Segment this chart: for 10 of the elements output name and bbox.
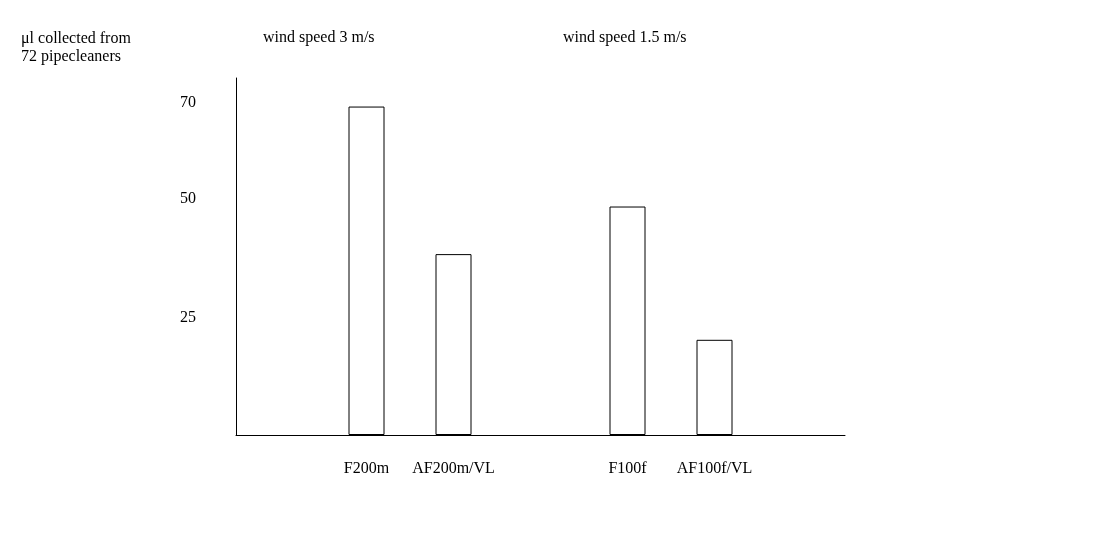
y-tick-label: 25	[180, 307, 196, 325]
text: wind speed 3 m/s	[263, 27, 375, 46]
text: wind speed 1.5 m/s	[563, 27, 687, 46]
y-axis-title: μl collected from 72 pipecleaners	[21, 28, 132, 65]
y-tick-label: 50	[180, 188, 196, 206]
x-tick-label: AF200m/VL	[412, 458, 495, 476]
x-tick-label: F200m	[343, 458, 390, 476]
y-tick-label: 70	[180, 93, 196, 111]
x-tick-label: F100f	[608, 458, 648, 476]
x-tick-label: AF100f/VL	[676, 458, 753, 476]
